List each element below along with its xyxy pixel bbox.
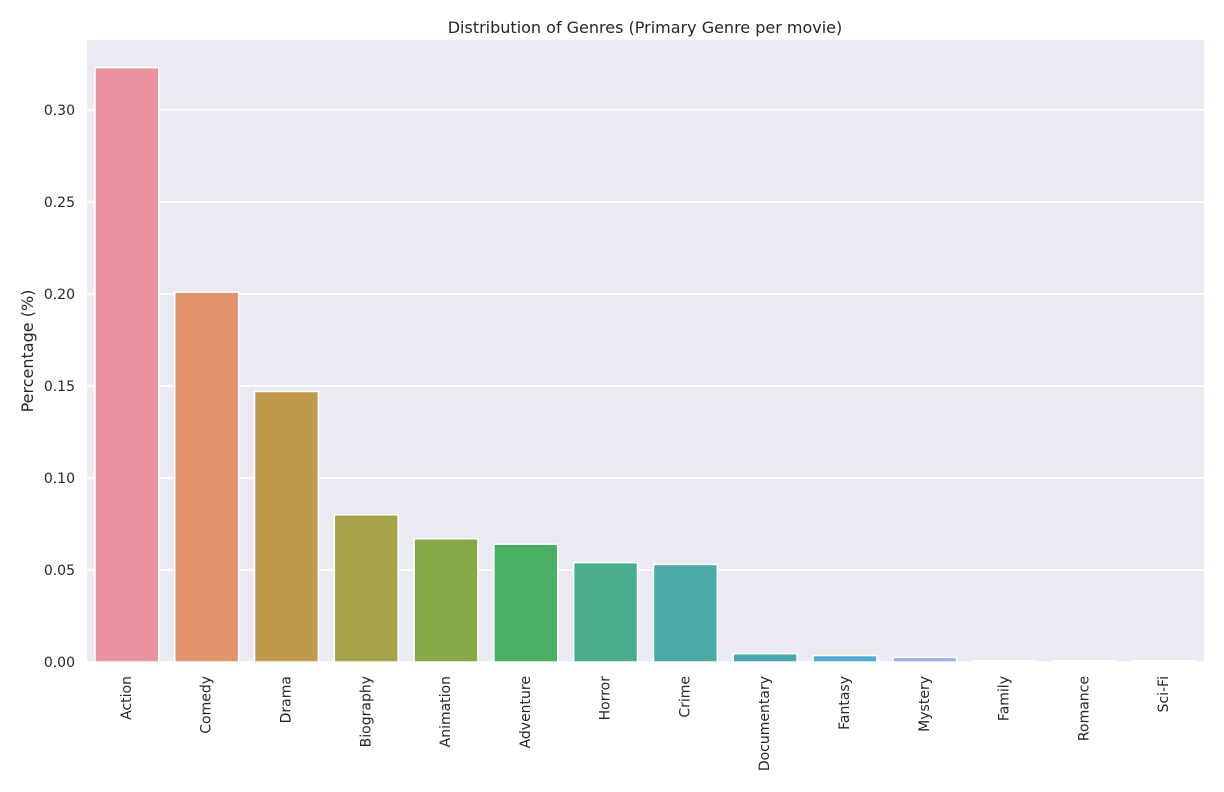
bar-mystery [893,657,957,662]
x-tick-label: Adventure [518,676,534,748]
bar-documentary [733,654,797,662]
x-tick-label: Horror [598,676,614,721]
x-ticks: Action Comedy Drama Biography Animation Adven… [119,676,1172,771]
x-tick-label: Documentary [757,676,773,771]
bar-action [95,68,159,662]
bar-drama [255,391,319,662]
x-tick-label: Drama [278,676,294,723]
x-tick-label: Action [119,676,135,720]
y-tick-label: 0.15 [44,379,75,395]
bar-comedy [175,292,239,662]
x-tick-label: Biography [358,676,374,747]
y-tick-label: 0.05 [44,563,75,579]
y-tick-label: 0.00 [44,655,75,671]
x-tick-label: Mystery [917,676,933,732]
y-tick-label: 0.10 [44,471,75,487]
chart-title: Distribution of Genres (Primary Genre pe… [448,18,843,37]
x-tick-label: Romance [1076,676,1092,741]
x-tick-label: Crime [677,676,693,718]
y-tick-label: 0.20 [44,287,75,303]
x-tick-label: Animation [438,676,454,747]
bar-sci-fi [1132,661,1196,662]
bar-adventure [494,544,558,662]
bar-fantasy [813,656,877,662]
y-axis-label: Percentage (%) [18,290,37,413]
y-tick-label: 0.30 [44,103,75,119]
bar-family [973,661,1037,662]
bar-romance [1052,661,1116,662]
bar-animation [414,539,478,662]
bar-biography [334,515,398,662]
x-tick-label: Fantasy [837,676,853,730]
x-tick-label: Family [997,676,1013,721]
x-tick-label: Comedy [199,676,215,734]
bar-horror [574,563,638,662]
y-tick-label: 0.25 [44,195,75,211]
y-ticks: 0.00 0.05 0.10 0.15 0.20 0.25 0.30 [44,103,75,671]
bar-crime [653,564,717,662]
x-tick-label: Sci-Fi [1156,676,1172,712]
